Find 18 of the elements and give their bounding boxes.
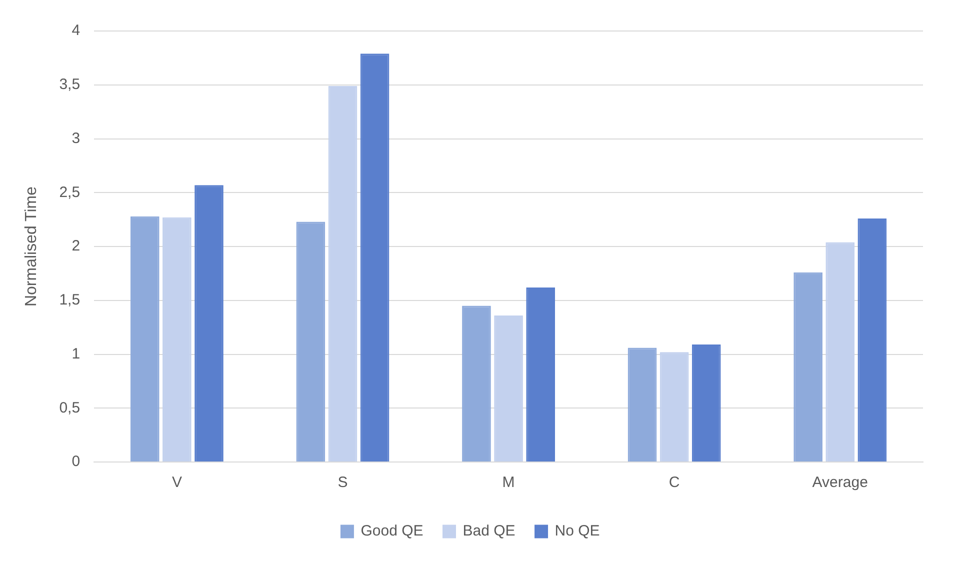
y-tick-label: 2: [72, 238, 80, 255]
x-tick-label: C: [668, 474, 680, 492]
x-tick-label: S: [338, 474, 348, 492]
y-tick-label: 2,5: [59, 184, 80, 201]
y-tick-label: 0,5: [59, 399, 80, 416]
y-tick-label: 3,5: [59, 76, 80, 94]
x-tick-label: M: [502, 474, 515, 492]
legend-label: Good QE: [360, 522, 424, 540]
legend-label: Bad QE: [462, 522, 516, 540]
legend-label: No QE: [554, 522, 600, 540]
x-tick-label: Average: [812, 474, 868, 492]
y-tick-label: 3: [72, 130, 80, 147]
y-tick-label: 1: [72, 345, 80, 362]
y-tick-label: 1,5: [59, 292, 80, 309]
y-tick-label: 0: [72, 453, 80, 470]
x-tick-label: V: [172, 474, 182, 492]
y-axis-title: Normalised Time: [23, 186, 40, 307]
y-tick-label: 4: [72, 22, 80, 40]
